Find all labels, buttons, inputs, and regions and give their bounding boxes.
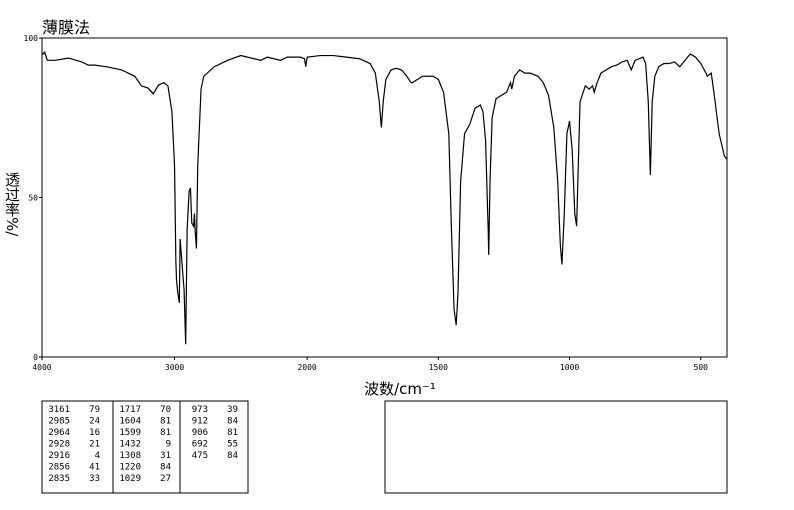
peak-wavenumber: 3161	[48, 405, 70, 415]
peak-transmittance: 16	[89, 428, 100, 438]
x-tick-label: 1000	[560, 363, 579, 372]
x-tick-label: 2000	[297, 363, 316, 372]
peak-transmittance: 21	[89, 440, 100, 450]
y-tick-label: 100	[24, 34, 39, 43]
peak-transmittance: 27	[160, 474, 171, 484]
peak-wavenumber: 2916	[48, 451, 70, 461]
peak-wavenumber: 2985	[48, 417, 70, 427]
peak-wavenumber: 475	[192, 451, 208, 461]
peak-transmittance: 81	[227, 428, 238, 438]
peak-wavenumber: 1308	[119, 451, 141, 461]
peak-transmittance: 84	[160, 463, 171, 473]
peak-transmittance: 33	[89, 474, 100, 484]
peak-wavenumber: 692	[192, 440, 208, 450]
x-tick-label: 500	[694, 363, 709, 372]
peak-transmittance: 81	[160, 417, 171, 427]
empty-box	[384, 400, 728, 494]
peak-transmittance: 84	[227, 451, 238, 461]
peak-wavenumber: 912	[192, 417, 208, 427]
peak-wavenumber: 1599	[119, 428, 141, 438]
peak-wavenumber: 1029	[119, 474, 141, 484]
peak-transmittance: 55	[227, 440, 238, 450]
peak-wavenumber: 973	[192, 405, 208, 415]
peak-transmittance: 4	[95, 451, 100, 461]
chart-title: 薄膜法	[42, 18, 90, 37]
y-tick-label: 0	[33, 353, 38, 362]
y-tick-label: 50	[28, 194, 38, 203]
peak-wavenumber: 1432	[119, 440, 141, 450]
peak-wavenumber: 2835	[48, 474, 70, 484]
peak-wavenumber: 1604	[119, 417, 141, 427]
peak-transmittance: 39	[227, 405, 238, 415]
peak-table-frame	[41, 400, 249, 494]
x-axis-label: 波数/cm⁻¹	[364, 380, 436, 398]
peak-wavenumber: 2856	[48, 463, 70, 473]
peak-wavenumber: 2928	[48, 440, 70, 450]
spectrum-line	[41, 50, 728, 345]
peak-transmittance: 79	[89, 405, 100, 415]
x-tick-label: 1500	[429, 363, 448, 372]
peak-wavenumber: 906	[192, 428, 208, 438]
x-tick-label: 3000	[165, 363, 184, 372]
peak-transmittance: 84	[227, 417, 238, 427]
peak-transmittance: 41	[89, 463, 100, 473]
peak-transmittance: 70	[160, 405, 171, 415]
peak-transmittance: 9	[166, 440, 171, 450]
x-tick-label: 4000	[32, 363, 51, 372]
peak-transmittance: 24	[89, 417, 100, 427]
peak-wavenumber: 2964	[48, 428, 70, 438]
y-axis-label: 透过率%/	[3, 172, 21, 237]
peak-wavenumber: 1220	[119, 463, 141, 473]
peak-transmittance: 81	[160, 428, 171, 438]
peak-wavenumber: 1717	[119, 405, 141, 415]
peak-transmittance: 31	[160, 451, 171, 461]
